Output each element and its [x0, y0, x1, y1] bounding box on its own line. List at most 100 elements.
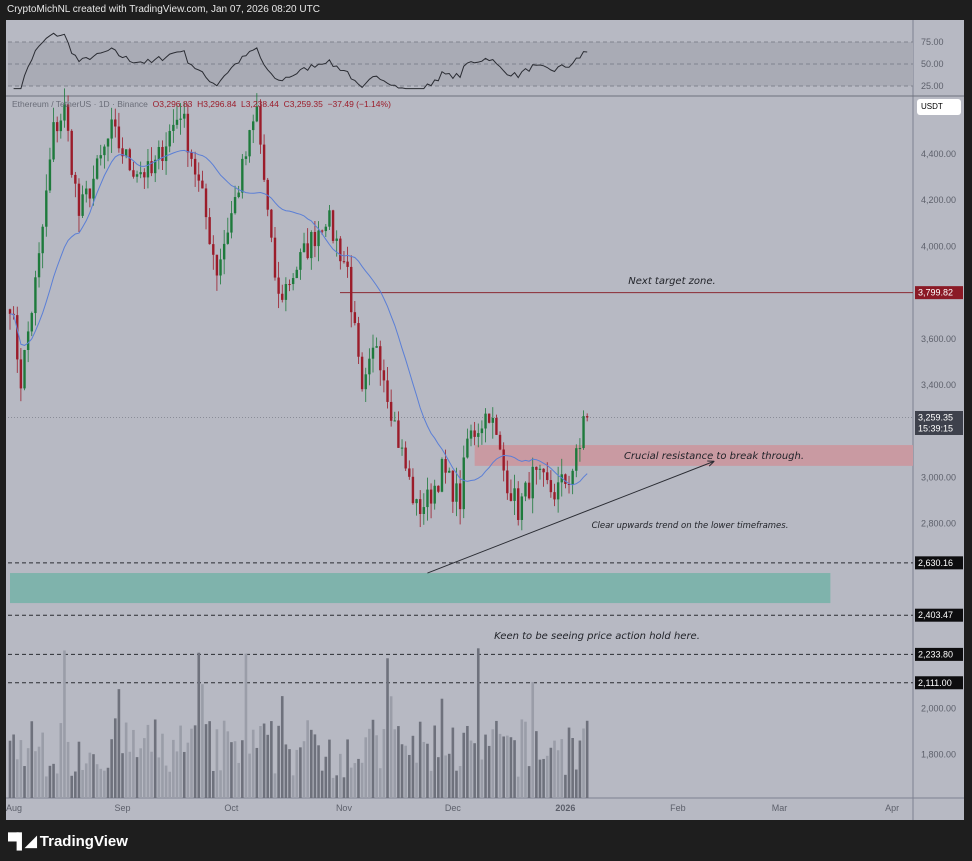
- volume-bar: [487, 745, 491, 798]
- candle-body: [55, 122, 59, 132]
- candle: [59, 113, 63, 139]
- currency-badge[interactable]: USDT: [917, 99, 961, 115]
- candle: [462, 445, 465, 519]
- candle: [513, 474, 516, 515]
- price-tick-label: 2,000.00: [921, 703, 956, 713]
- candle-body: [175, 119, 179, 125]
- candle: [433, 479, 436, 510]
- candle-body: [99, 155, 102, 159]
- candle-body: [193, 158, 197, 175]
- candle-body: [422, 507, 426, 515]
- candle-body: [506, 470, 509, 494]
- time-tick-label: Dec: [445, 803, 462, 813]
- candle: [248, 129, 251, 163]
- last-price-tag-bg: [915, 410, 963, 435]
- volume-bar: [476, 648, 480, 798]
- candle-body: [273, 237, 277, 278]
- candle-body: [281, 293, 284, 300]
- candle: [135, 170, 139, 183]
- last-price-tag: 3,259.35: [918, 412, 953, 422]
- candle: [262, 134, 266, 183]
- volume-bar: [342, 777, 346, 798]
- candle-body: [328, 210, 331, 227]
- volume-bar: [106, 767, 110, 798]
- resistance-annotation: Crucial resistance to break through.: [624, 451, 804, 462]
- candle-body: [393, 420, 396, 422]
- candle-body: [262, 144, 266, 180]
- candle-body: [48, 159, 52, 191]
- candle-body: [154, 159, 157, 174]
- candle: [473, 421, 476, 446]
- candle-body: [19, 359, 23, 389]
- volume-bar: [128, 751, 132, 798]
- candle: [339, 236, 342, 270]
- candle: [455, 467, 458, 517]
- candle-body: [567, 483, 571, 485]
- volume-bar: [193, 725, 197, 798]
- volume-bar: [172, 739, 175, 798]
- level-price-tag: 2,403.47: [918, 610, 953, 620]
- candle-body: [143, 172, 146, 178]
- volume-bar: [426, 743, 429, 798]
- candle-body: [34, 277, 37, 314]
- candle-body: [313, 232, 317, 247]
- symbol-name: Ethereum / TetherUS · 1D · Binance: [12, 99, 148, 109]
- volume-bar: [382, 729, 386, 798]
- candle: [23, 349, 26, 391]
- volume-bar: [429, 770, 433, 798]
- candle: [582, 410, 585, 450]
- volume-bar: [211, 770, 215, 798]
- volume-bar: [277, 725, 280, 798]
- volume-bar: [556, 750, 560, 798]
- candle: [360, 352, 364, 392]
- volume-bar: [320, 770, 324, 798]
- level-price-tag-bg: [915, 556, 963, 570]
- volume-bar: [578, 740, 582, 798]
- candle-body: [110, 119, 113, 139]
- candle: [270, 208, 273, 243]
- volume-bar: [219, 770, 222, 798]
- volume-bar: [433, 725, 437, 798]
- time-tick-label: Oct: [224, 803, 239, 813]
- candle-body: [466, 438, 469, 458]
- candle: [99, 144, 102, 166]
- candle-body: [92, 178, 95, 199]
- candle: [535, 466, 538, 485]
- candle: [542, 468, 545, 487]
- candle-body: [291, 278, 295, 285]
- candle-body: [179, 118, 182, 120]
- volume-bar: [389, 696, 393, 798]
- candle-body: [103, 146, 106, 156]
- candle-body: [509, 493, 513, 501]
- price-tick-label: 3,000.00: [921, 472, 956, 482]
- candle: [469, 424, 473, 447]
- candle: [429, 483, 433, 519]
- candle: [295, 266, 298, 279]
- candle: [132, 161, 135, 179]
- volume-bar: [12, 734, 15, 798]
- candle: [55, 116, 59, 143]
- volume-bar: [455, 770, 458, 798]
- candle: [502, 442, 505, 482]
- time-tick-label: 2026: [555, 803, 575, 813]
- candle: [146, 148, 150, 189]
- time-tick-label: Nov: [336, 803, 353, 813]
- candle: [342, 251, 346, 264]
- candle: [128, 147, 131, 172]
- rsi-line: [13, 32, 588, 90]
- candle: [299, 248, 302, 280]
- candle-body: [252, 121, 255, 131]
- price-tick-label: 3,400.00: [921, 380, 956, 390]
- candle-body: [324, 226, 328, 232]
- candle: [375, 337, 378, 348]
- candle: [477, 423, 480, 448]
- candle-body: [585, 416, 589, 418]
- candle: [124, 149, 128, 159]
- volume-bar: [371, 719, 375, 798]
- candle-body: [230, 213, 233, 233]
- volume-bar: [244, 653, 248, 798]
- volume-bar: [270, 721, 273, 798]
- candle: [302, 232, 306, 253]
- volume-bar: [26, 748, 30, 798]
